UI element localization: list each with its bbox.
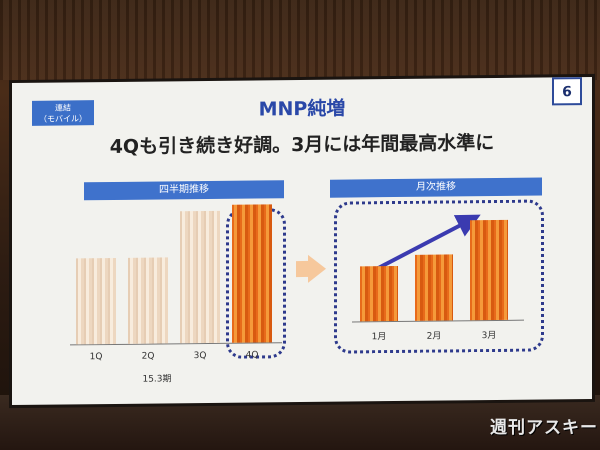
- slide-subtitle: 4Qも引き続き好調。3月には年間最高水準に: [109, 131, 495, 159]
- curtain: [0, 0, 600, 80]
- floor: [0, 395, 600, 450]
- slide-title: MNP純増: [258, 97, 346, 121]
- monthly-bar: [360, 265, 398, 322]
- quarterly-tick-label: 4Q: [245, 350, 259, 361]
- monthly-tick-label: 2月: [426, 331, 442, 342]
- quarterly-trend-label: 四半期推移: [84, 180, 284, 201]
- quarterly-tick-label: 2Q: [141, 351, 155, 362]
- growth-trend-arrow-icon: [375, 214, 481, 271]
- publisher-watermark: 週刊アスキー: [490, 418, 598, 438]
- quarterly-tick-label: 3Q: [193, 351, 207, 362]
- quarterly-bar: [76, 257, 116, 345]
- quarterly-bar: [180, 210, 220, 344]
- quarterly-tick-label: 1Q: [89, 352, 103, 363]
- monthly-tick-label: 1月: [371, 332, 387, 343]
- monthly-trend-label: 月次推移: [330, 177, 542, 198]
- projection-screen: 連結 （モバイル） 6 MNP純増 4Qも引き続き好調。3月には年間最高水準に …: [12, 76, 592, 406]
- period-label: 15.3期: [142, 374, 172, 385]
- transition-arrow-icon: [308, 254, 326, 283]
- monthly-tick-label: 3月: [481, 330, 497, 342]
- quarterly-bar: [232, 204, 272, 343]
- quarterly-bar: [128, 257, 168, 344]
- monthly-bar: [415, 254, 453, 321]
- monthly-bar: [470, 219, 508, 321]
